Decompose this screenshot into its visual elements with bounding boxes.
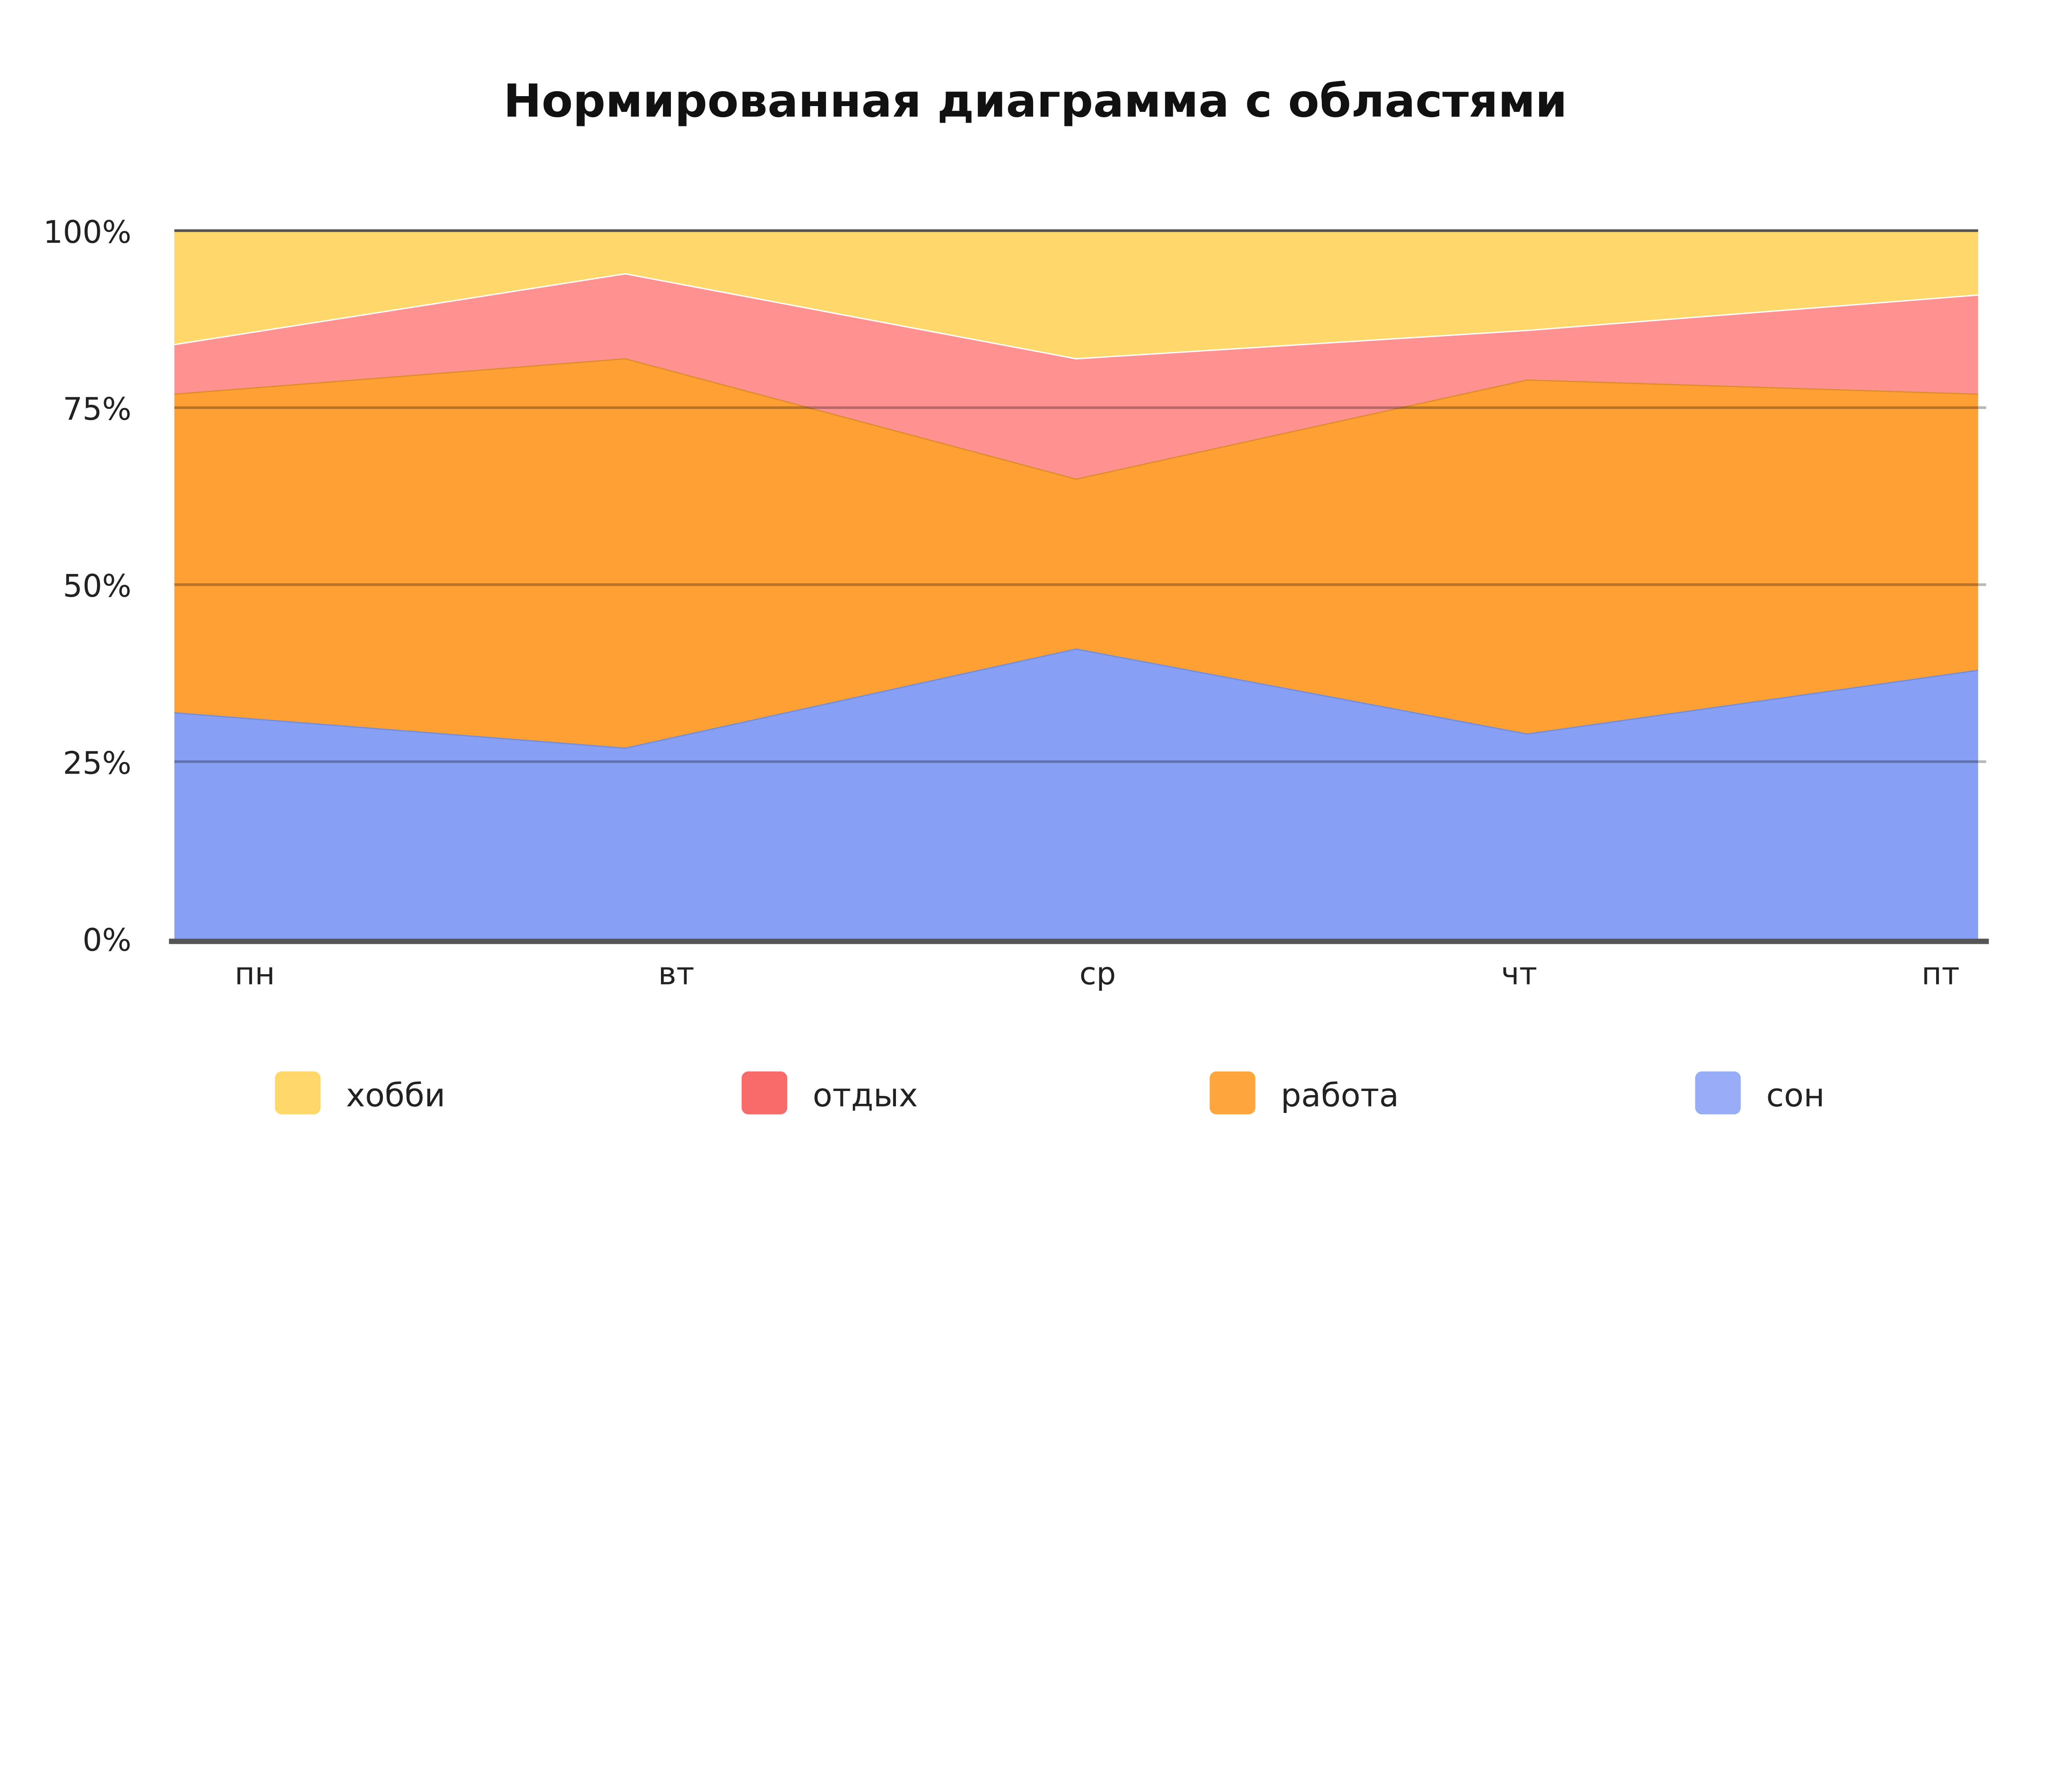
x-tick-label: вт [658,955,694,992]
area-хобби [174,230,1978,358]
x-tick-label: пт [1922,955,1960,992]
legend: хобби отдых работа сон [275,1071,1825,1115]
area-edge-сон [174,647,1978,749]
normalized-area-chart: Нормированная диаграмма с областями 0% 25… [43,75,1989,1115]
legend-label: хобби [346,1077,445,1114]
legend-item-хобби: хобби [275,1071,445,1115]
y-tick-label: 25% [63,745,131,781]
y-tick-label: 75% [63,391,131,427]
y-tick-label: 50% [63,568,131,604]
area-работа [174,358,1978,748]
legend-swatch [1210,1071,1256,1115]
chart-title: Нормированная диаграмма с областями [503,75,1567,128]
y-tick-label: 100% [43,214,131,250]
legend-swatch [1695,1071,1741,1115]
x-axis-ticks: пн вт ср чт пт [235,955,1960,992]
legend-item-отдых: отдых [741,1071,918,1115]
x-tick-label: пн [235,955,275,992]
legend-swatch [275,1071,321,1115]
legend-label: отдых [813,1077,918,1114]
area-сон [174,648,1978,939]
legend-label: сон [1766,1077,1825,1114]
area-отдых [174,273,1978,479]
legend-swatch [741,1071,787,1115]
y-axis-ticks: 0% 25% 50% 75% 100% [43,214,131,958]
legend-item-работа: работа [1210,1071,1399,1115]
x-tick-label: чт [1501,955,1537,992]
legend-label: работа [1281,1077,1399,1114]
legend-item-сон: сон [1695,1071,1825,1115]
gridlines [169,229,1989,944]
x-tick-label: ср [1080,955,1116,992]
plot-areas [174,230,1978,939]
y-tick-label: 0% [82,922,131,958]
